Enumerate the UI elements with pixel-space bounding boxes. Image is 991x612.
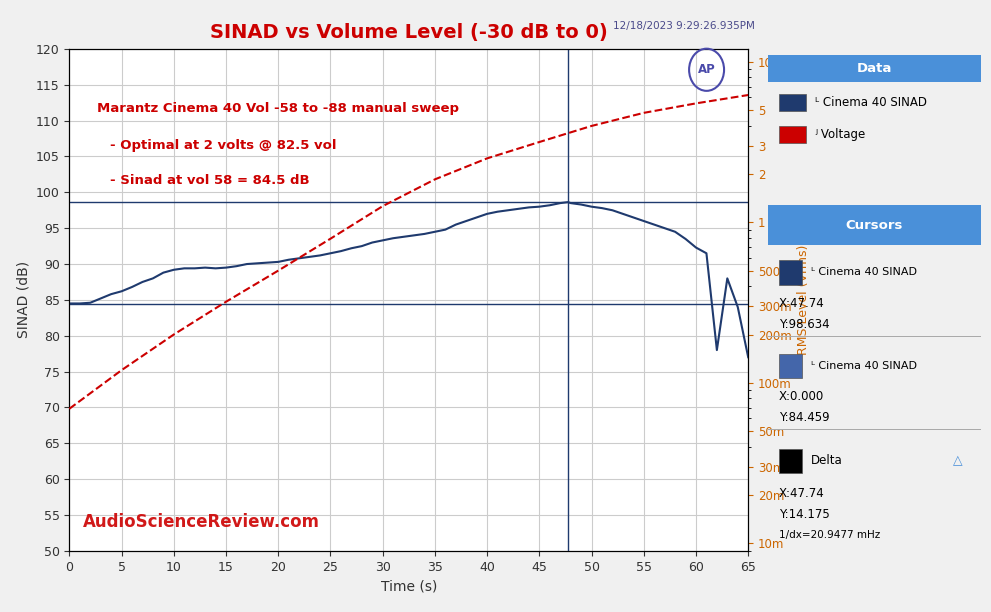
Text: - Sinad at vol 58 = 84.5 dB: - Sinad at vol 58 = 84.5 dB: [110, 174, 310, 187]
Text: Y:98.634: Y:98.634: [779, 318, 829, 331]
Text: ᴸ Cinema 40 SINAD: ᴸ Cinema 40 SINAD: [811, 361, 917, 371]
FancyBboxPatch shape: [768, 336, 981, 337]
Text: △: △: [953, 454, 963, 468]
Text: Marantz Cinema 40 Vol -58 to -88 manual sweep: Marantz Cinema 40 Vol -58 to -88 manual …: [96, 102, 459, 114]
Text: ᴸ Cinema 40 SINAD: ᴸ Cinema 40 SINAD: [815, 95, 927, 109]
Text: Cursors: Cursors: [846, 218, 903, 231]
FancyBboxPatch shape: [768, 205, 981, 245]
Text: ᴶ Voltage: ᴶ Voltage: [815, 128, 865, 141]
Text: X:0.000: X:0.000: [779, 390, 824, 403]
Text: 1/dx=20.9477 mHz: 1/dx=20.9477 mHz: [779, 530, 880, 540]
FancyBboxPatch shape: [779, 260, 802, 285]
FancyBboxPatch shape: [779, 449, 802, 473]
Y-axis label: SINAD (dB): SINAD (dB): [16, 261, 30, 338]
Text: X:47.74: X:47.74: [779, 297, 825, 310]
Text: Delta: Delta: [811, 454, 842, 468]
Title: SINAD vs Volume Level (-30 dB to 0): SINAD vs Volume Level (-30 dB to 0): [210, 23, 607, 42]
Text: Y:14.175: Y:14.175: [779, 508, 829, 521]
FancyBboxPatch shape: [779, 354, 802, 378]
Text: AudioScienceReview.com: AudioScienceReview.com: [83, 513, 320, 531]
Text: 12/18/2023 9:29:26.935PM: 12/18/2023 9:29:26.935PM: [613, 21, 755, 31]
Text: X:47.74: X:47.74: [779, 487, 825, 500]
Text: - Optimal at 2 volts @ 82.5 vol: - Optimal at 2 volts @ 82.5 vol: [110, 140, 337, 152]
Text: Data: Data: [857, 62, 892, 75]
Text: ᴸ Cinema 40 SINAD: ᴸ Cinema 40 SINAD: [811, 267, 917, 277]
Y-axis label: RMS Level (Vrms): RMS Level (Vrms): [797, 245, 811, 355]
FancyBboxPatch shape: [768, 55, 981, 82]
X-axis label: Time (s): Time (s): [381, 579, 437, 593]
FancyBboxPatch shape: [779, 94, 807, 111]
FancyBboxPatch shape: [768, 429, 981, 430]
Text: AP: AP: [698, 63, 716, 76]
FancyBboxPatch shape: [779, 126, 807, 143]
Text: Y:84.459: Y:84.459: [779, 411, 829, 424]
